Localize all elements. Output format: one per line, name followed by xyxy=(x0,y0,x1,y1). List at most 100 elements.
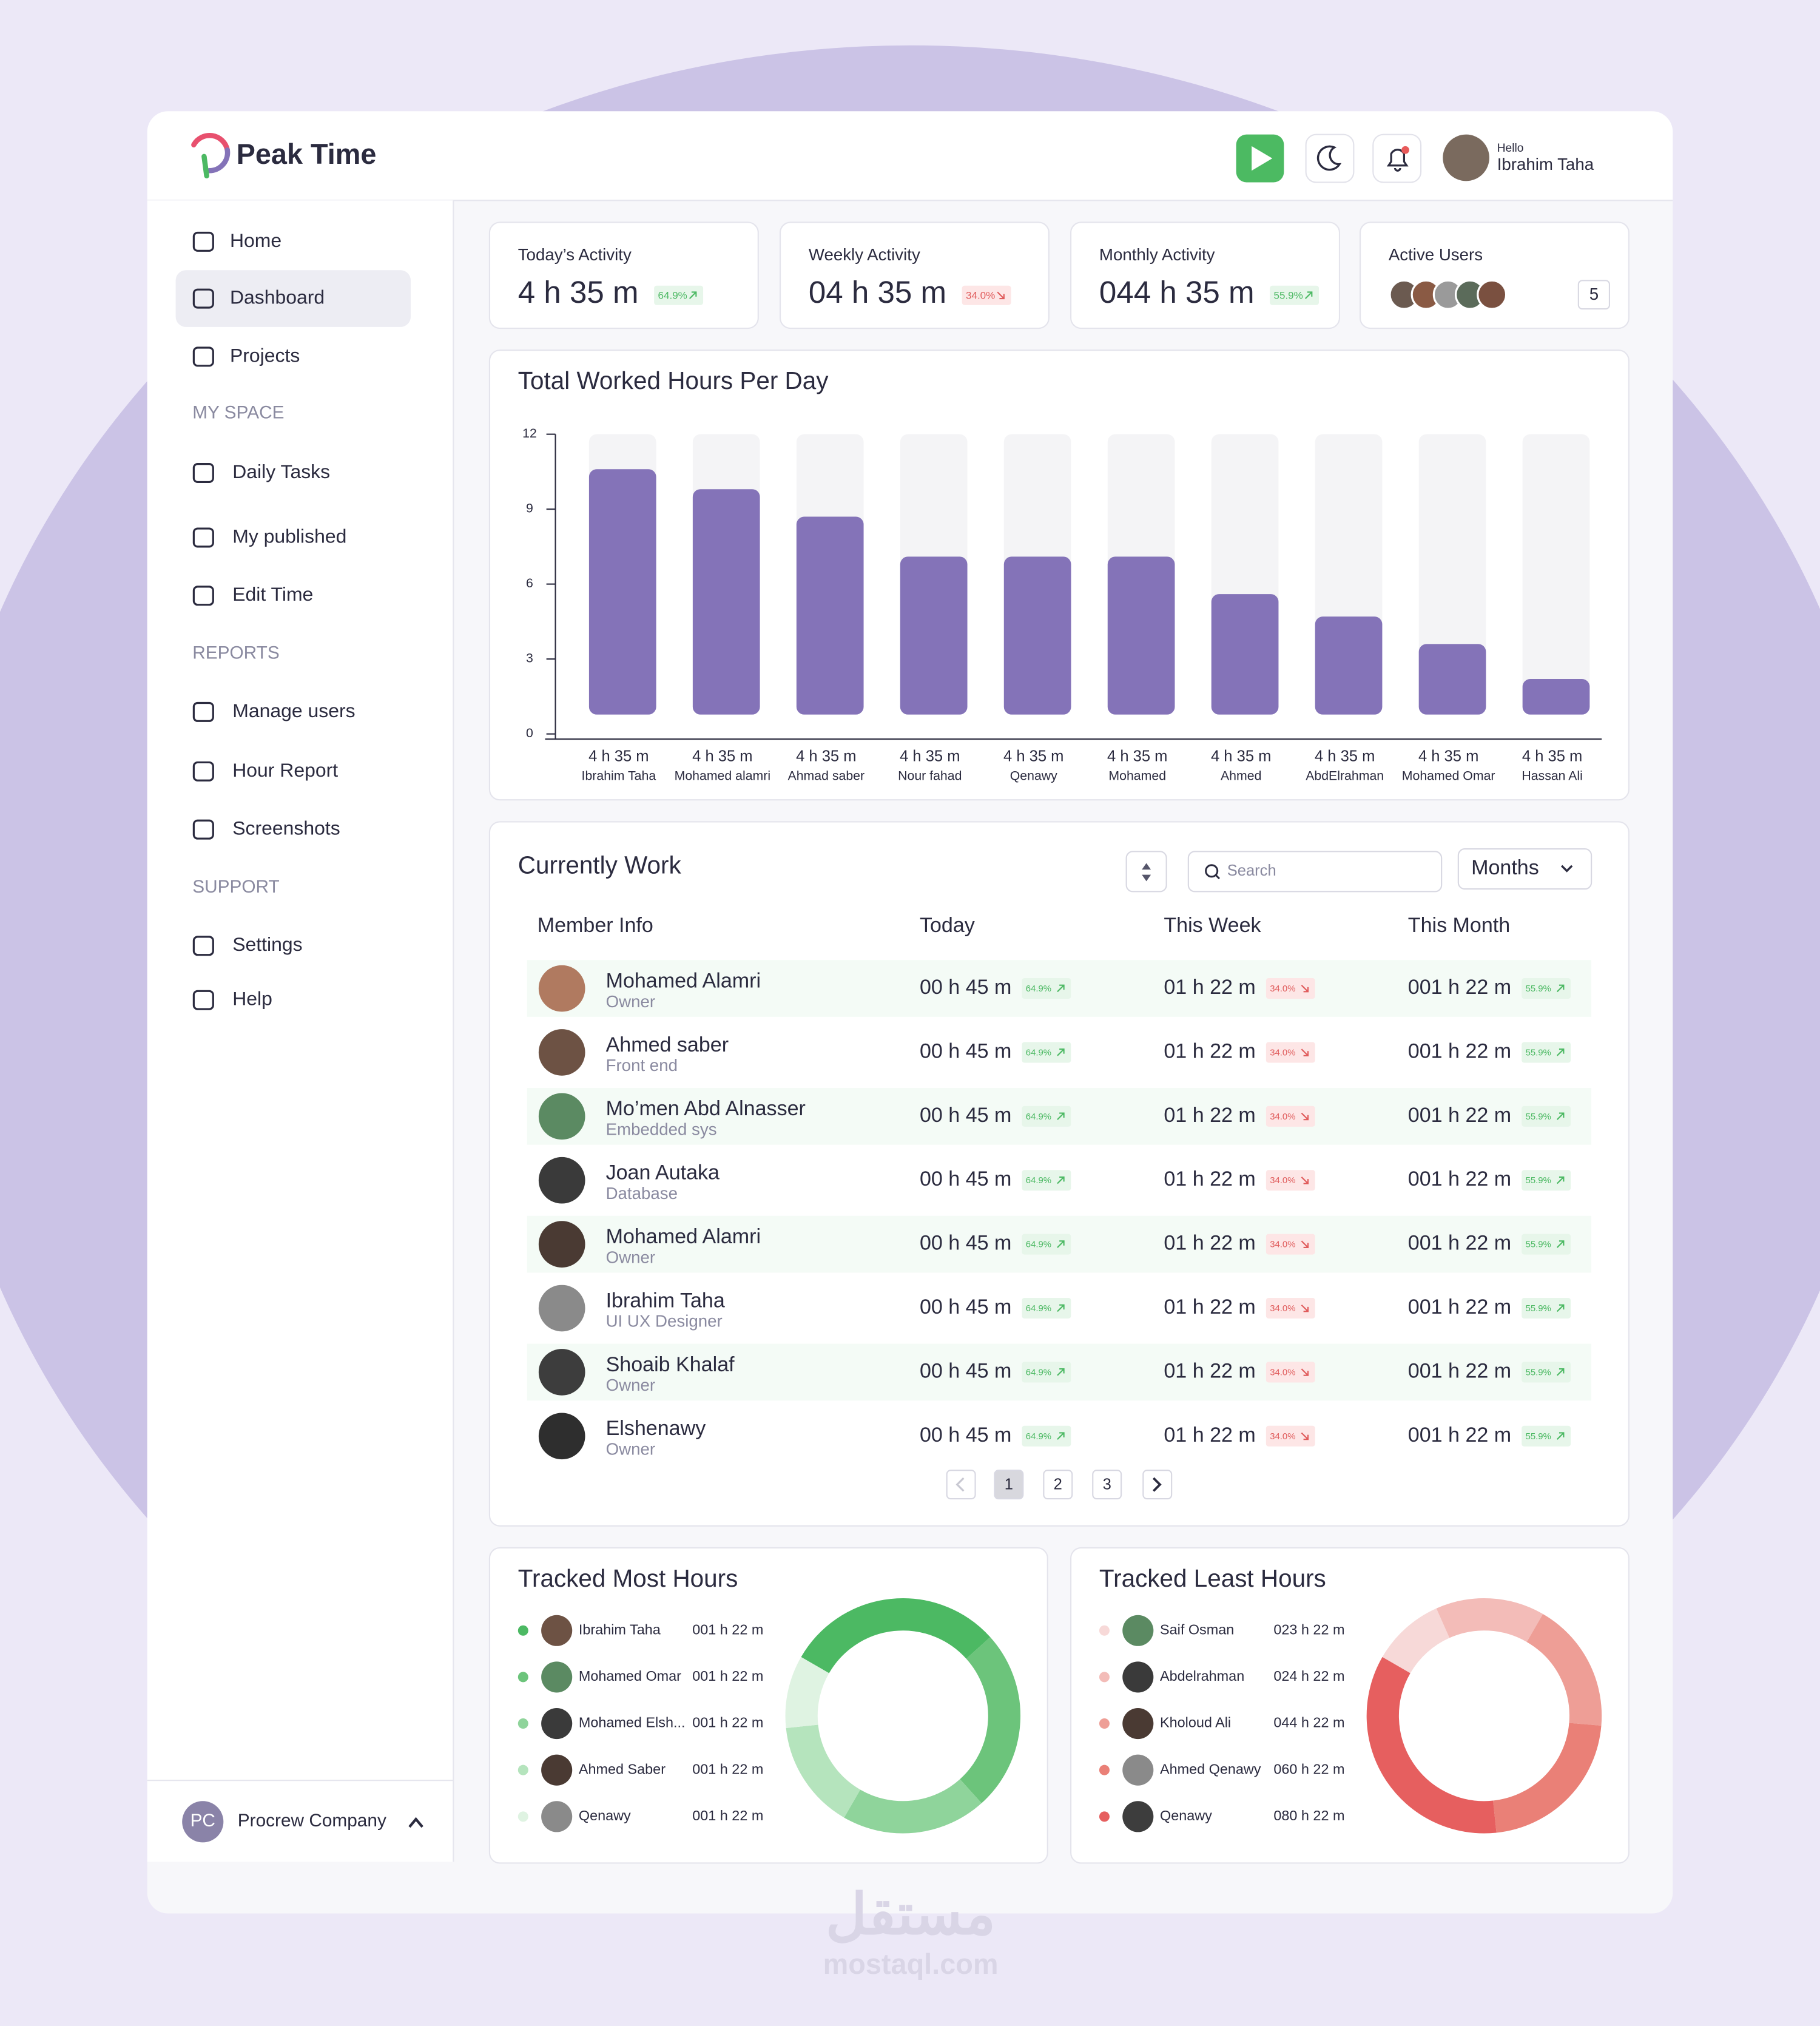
nav-item[interactable]: Screenshots xyxy=(232,817,340,839)
page-button[interactable] xyxy=(994,1470,1024,1500)
legend-dot xyxy=(517,1764,528,1775)
trend-arrow xyxy=(1556,1368,1565,1376)
donut-segment xyxy=(1382,1608,1450,1674)
stat-label: Today’s Activity xyxy=(518,245,632,264)
nav-item[interactable]: Projects xyxy=(230,344,300,366)
trend-arrow xyxy=(1057,1432,1065,1440)
trend-arrow xyxy=(1556,1048,1565,1056)
company-name: Procrew Company xyxy=(238,1811,386,1831)
change-value: 64.9% xyxy=(1026,1368,1051,1377)
trend-arrow xyxy=(997,291,1005,300)
bar xyxy=(900,556,968,715)
nav-item[interactable]: My published xyxy=(232,525,346,547)
nav-active-background[interactable] xyxy=(175,270,411,327)
time-value: 01 h 22 m xyxy=(1164,1039,1255,1062)
period-select[interactable] xyxy=(1457,848,1592,890)
change-value: 64.9% xyxy=(658,289,687,301)
bar xyxy=(796,516,864,715)
sort-button[interactable] xyxy=(1125,851,1167,893)
stat-card xyxy=(1359,221,1630,329)
change-value: 34.0% xyxy=(1270,1048,1295,1058)
member-avatar xyxy=(538,1413,585,1460)
legend-time: 001 h 22 m xyxy=(692,1621,763,1637)
nav-section-heading: SUPPORT xyxy=(192,877,279,897)
nav-item[interactable]: Edit Time xyxy=(232,583,313,605)
member-role: Owner xyxy=(606,1440,655,1459)
bell-icon xyxy=(1386,149,1409,172)
change-badge xyxy=(1022,1297,1071,1319)
time-value: 01 h 22 m xyxy=(1164,1104,1255,1127)
member-role: UI UX Designer xyxy=(606,1312,723,1331)
page-button[interactable] xyxy=(1043,1470,1073,1500)
trend-arrow xyxy=(1304,291,1313,299)
change-badge xyxy=(1522,1106,1571,1127)
donut-title: Tracked Least Hours xyxy=(1099,1564,1326,1592)
x-tick-label: Nour fahad xyxy=(898,768,962,783)
trend-arrow xyxy=(1057,1048,1065,1056)
trend-arrow xyxy=(1556,984,1565,993)
legend-avatar xyxy=(541,1801,573,1832)
column-header: This Week xyxy=(1164,914,1261,937)
nav-item[interactable]: Daily Tasks xyxy=(232,461,330,482)
nav-item[interactable]: Hour Report xyxy=(232,759,338,781)
nav-item[interactable]: Home xyxy=(230,229,281,251)
bar xyxy=(1315,616,1383,715)
logo-arc xyxy=(191,133,230,153)
notification-button[interactable] xyxy=(1372,133,1422,183)
page-prev[interactable] xyxy=(946,1470,976,1500)
time-value: 01 h 22 m xyxy=(1164,976,1255,999)
legend-time: 001 h 22 m xyxy=(692,1761,763,1777)
change-value: 55.9% xyxy=(1526,1048,1551,1058)
header-bar xyxy=(147,111,1673,201)
nav-item[interactable]: Settings xyxy=(232,933,302,955)
page-number: 3 xyxy=(1103,1476,1111,1493)
nav-item[interactable]: Help xyxy=(232,988,272,1010)
period-label: Months xyxy=(1471,856,1539,879)
legend-name: Saif Osman xyxy=(1160,1621,1234,1637)
bar-time-label: 4 h 35 m xyxy=(1418,748,1478,765)
legend-avatar xyxy=(541,1661,573,1693)
x-tick-label: Ahmad saber xyxy=(788,768,865,783)
change-badge xyxy=(1022,1106,1071,1127)
column-header: This Month xyxy=(1408,914,1510,937)
donut-segment xyxy=(844,1778,982,1834)
legend-name: Ibrahim Taha xyxy=(579,1621,661,1637)
user-avatar[interactable] xyxy=(1443,134,1489,181)
time-value: 01 h 22 m xyxy=(1164,1423,1255,1447)
legend-name: Kholoud Ali xyxy=(1160,1715,1231,1731)
nav-section-heading: REPORTS xyxy=(192,643,279,663)
time-value: 001 h 22 m xyxy=(1408,1295,1511,1319)
change-badge xyxy=(962,285,1011,305)
legend-time: 024 h 22 m xyxy=(1273,1668,1344,1684)
donut-segment xyxy=(1526,1613,1602,1726)
legend-dot xyxy=(1099,1672,1110,1683)
stat-value: 044 h 35 m xyxy=(1099,275,1255,309)
member-role: Database xyxy=(606,1184,678,1203)
change-badge xyxy=(654,285,704,305)
page-next-icon xyxy=(1152,1477,1162,1492)
member-avatar xyxy=(538,965,585,1012)
donut-segment xyxy=(786,1724,861,1818)
legend-avatar xyxy=(541,1754,573,1786)
nav-item[interactable]: Dashboard xyxy=(230,286,325,308)
y-tick-label: 3 xyxy=(526,651,533,666)
page-next[interactable] xyxy=(1142,1470,1173,1500)
page-button[interactable] xyxy=(1092,1470,1122,1500)
time-value: 01 h 22 m xyxy=(1164,1232,1255,1255)
member-name: Elshenawy xyxy=(606,1417,706,1440)
y-tick-label: 12 xyxy=(522,426,537,441)
donut-segment xyxy=(801,1598,991,1673)
search-box[interactable] xyxy=(1187,851,1443,893)
y-tick-label: 0 xyxy=(526,726,533,740)
time-value: 00 h 45 m xyxy=(920,1423,1011,1447)
donut-segment xyxy=(1436,1598,1543,1643)
bar xyxy=(1418,644,1486,715)
change-value: 64.9% xyxy=(1026,1048,1051,1058)
company-toggle[interactable] xyxy=(408,1817,423,1828)
member-role: Owner xyxy=(606,1248,655,1266)
legend-time: 060 h 22 m xyxy=(1273,1761,1344,1777)
trend-arrow xyxy=(1301,984,1309,993)
change-value: 55.9% xyxy=(1526,1304,1551,1314)
nav-item[interactable]: Manage users xyxy=(232,700,355,721)
legend-name: Ahmed Saber xyxy=(579,1761,666,1777)
